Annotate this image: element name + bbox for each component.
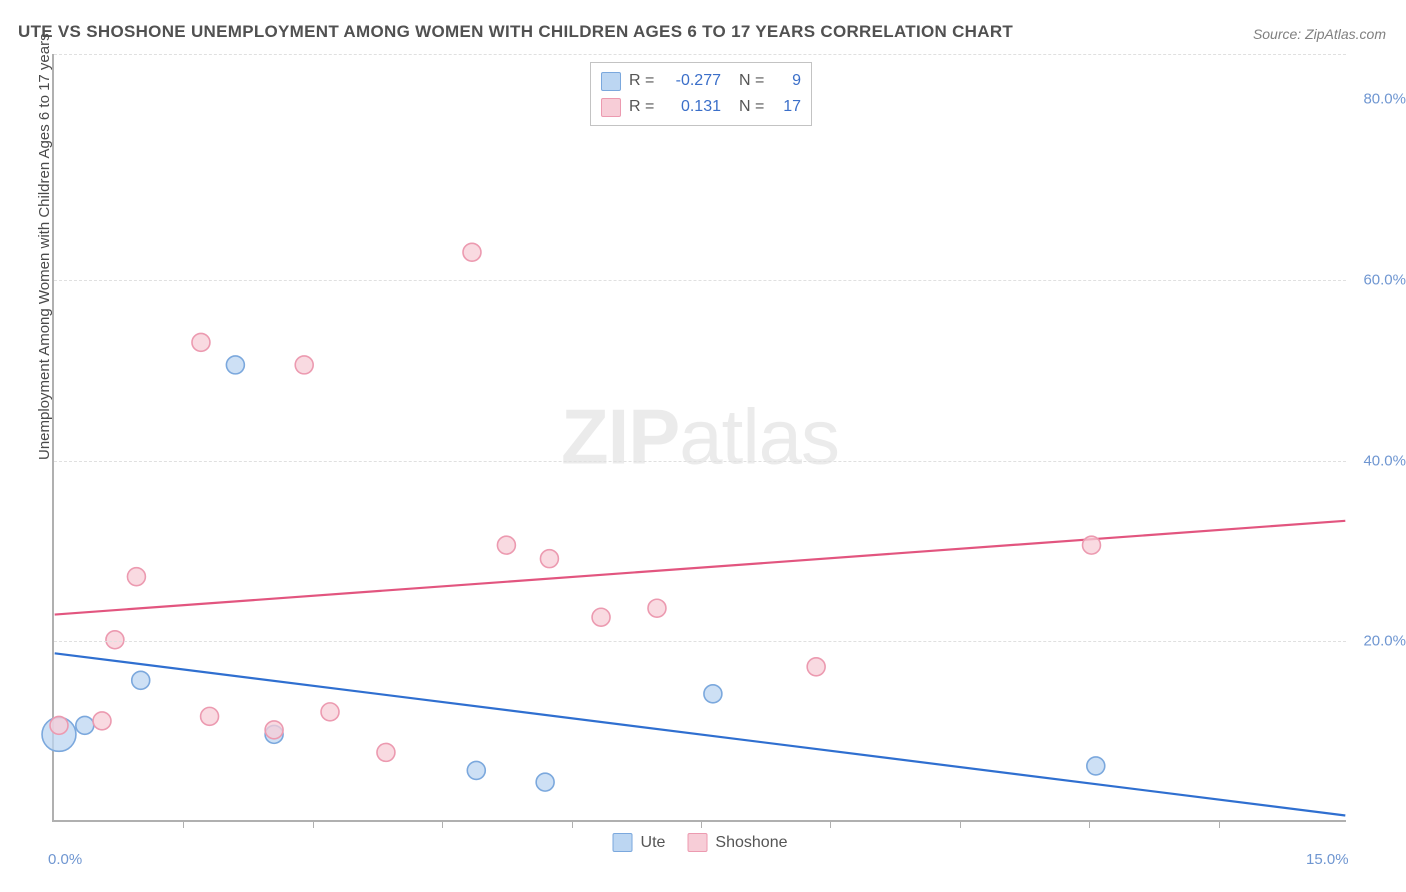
legend-row-ute: R = -0.277 N = 9	[601, 68, 801, 94]
plot-svg	[54, 54, 1346, 820]
trend-line-shoshone	[55, 521, 1346, 615]
data-point-shoshone	[192, 333, 210, 351]
y-tick-label: 40.0%	[1363, 452, 1406, 469]
x-tick	[1089, 820, 1090, 828]
legend-row-shoshone: R = 0.131 N = 17	[601, 94, 801, 120]
legend-swatch	[601, 98, 621, 117]
data-point-shoshone	[106, 631, 124, 649]
data-point-ute	[1087, 757, 1105, 775]
correlation-legend: R = -0.277 N = 9 R = 0.131 N = 17	[590, 62, 812, 126]
gridline-h	[54, 54, 1346, 55]
y-tick-label: 80.0%	[1363, 91, 1406, 108]
data-point-ute	[536, 773, 554, 791]
data-point-shoshone	[127, 568, 145, 586]
data-point-shoshone	[497, 536, 515, 554]
gridline-h	[54, 461, 1346, 462]
data-point-shoshone	[377, 743, 395, 761]
data-point-ute	[467, 761, 485, 779]
r-value: -0.277	[665, 72, 721, 90]
data-point-shoshone	[1083, 536, 1101, 554]
series-legend: Ute Shoshone	[613, 833, 788, 852]
data-point-shoshone	[592, 608, 610, 626]
x-tick	[183, 820, 184, 828]
y-tick-label: 60.0%	[1363, 271, 1406, 288]
chart-container: UTE VS SHOSHONE UNEMPLOYMENT AMONG WOMEN…	[0, 0, 1406, 892]
legend-swatch	[601, 72, 621, 91]
trend-line-ute	[55, 653, 1346, 815]
plot-area: ZIPatlas R =-0.277N =9R =0.131N =17 UteS…	[52, 54, 1346, 822]
data-point-ute	[704, 685, 722, 703]
r-label: R =	[629, 98, 657, 116]
r-value: 0.131	[665, 98, 721, 116]
x-tick	[701, 820, 702, 828]
x-tick	[442, 820, 443, 828]
data-point-shoshone	[463, 243, 481, 261]
source-attribution: Source: ZipAtlas.com	[1253, 26, 1386, 42]
data-point-shoshone	[807, 658, 825, 676]
x-tick-label: 0.0%	[48, 851, 82, 868]
gridline-h	[54, 641, 1346, 642]
legend-swatch	[687, 833, 707, 852]
data-point-ute	[226, 356, 244, 374]
legend-item-ute: Ute	[613, 833, 666, 852]
x-tick	[830, 820, 831, 828]
y-axis-label: Unemployment Among Women with Children A…	[36, 33, 53, 460]
data-point-shoshone	[295, 356, 313, 374]
data-point-shoshone	[201, 707, 219, 725]
data-point-ute	[76, 716, 94, 734]
gridline-h	[54, 280, 1346, 281]
legend-item-shoshone: Shoshone	[687, 833, 787, 852]
legend-swatch	[613, 833, 633, 852]
x-tick-label: 15.0%	[1306, 851, 1349, 868]
n-label: N =	[739, 98, 769, 116]
legend-label: Shoshone	[715, 834, 787, 852]
n-value: 9	[777, 72, 801, 90]
data-point-shoshone	[93, 712, 111, 730]
data-point-shoshone	[50, 716, 68, 734]
data-point-shoshone	[648, 599, 666, 617]
x-tick	[572, 820, 573, 828]
legend-label: Ute	[641, 834, 666, 852]
data-point-ute	[132, 671, 150, 689]
x-tick	[313, 820, 314, 828]
n-value: 17	[777, 98, 801, 116]
data-point-shoshone	[321, 703, 339, 721]
y-tick-label: 20.0%	[1363, 633, 1406, 650]
x-tick	[1219, 820, 1220, 828]
data-point-shoshone	[265, 721, 283, 739]
data-point-shoshone	[540, 550, 558, 568]
x-tick	[960, 820, 961, 828]
r-label: R =	[629, 72, 657, 90]
n-label: N =	[739, 72, 769, 90]
chart-title: UTE VS SHOSHONE UNEMPLOYMENT AMONG WOMEN…	[18, 22, 1013, 42]
